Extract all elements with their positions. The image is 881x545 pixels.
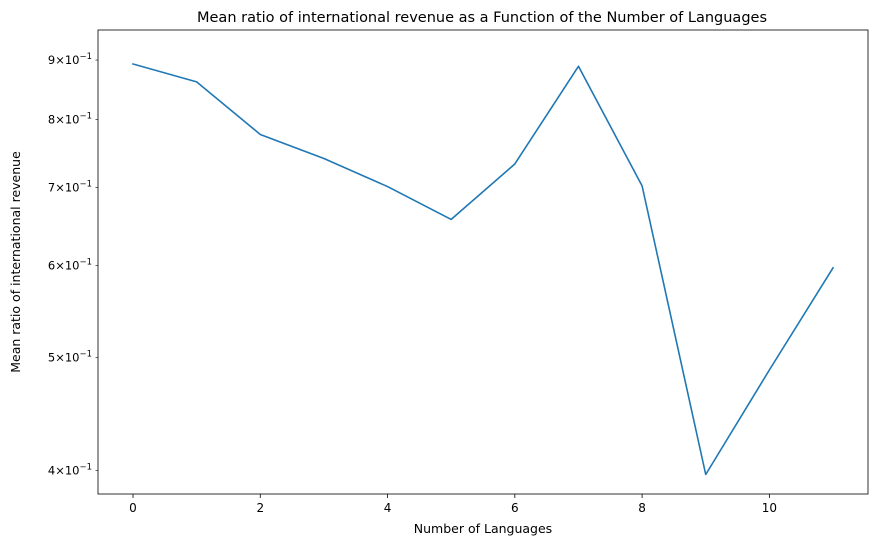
axes-frame [97,29,869,495]
y-axis-label: Mean ratio of international revenue [8,151,23,373]
x-tick-label: 0 [129,501,137,515]
x-tick-label: 10 [762,501,777,515]
chart-title: Mean ratio of international revenue as a… [197,10,767,26]
x-tick-label: 8 [638,501,646,515]
x-tick-label: 2 [256,501,264,515]
plot-area: 0 2 4 6 8 10 4×10−1 5×10−1 6×10−1 7×10−1 8×10−1 9×1… [48,29,869,515]
x-tick-label: 6 [511,501,519,515]
y-tick-label: 6×10−1 [48,257,92,272]
y-tick-label: 5×10−1 [48,350,92,365]
x-axis-label: Number of Languages [414,521,552,536]
x-tick-label: 4 [384,501,392,515]
y-tick-label: 4×10−1 [48,463,92,478]
y-tick-label: 7×10−1 [48,179,92,194]
y-tick-label: 8×10−1 [48,112,92,127]
series-line-0 [132,63,835,476]
y-tick-label: 9×10−1 [48,52,92,67]
